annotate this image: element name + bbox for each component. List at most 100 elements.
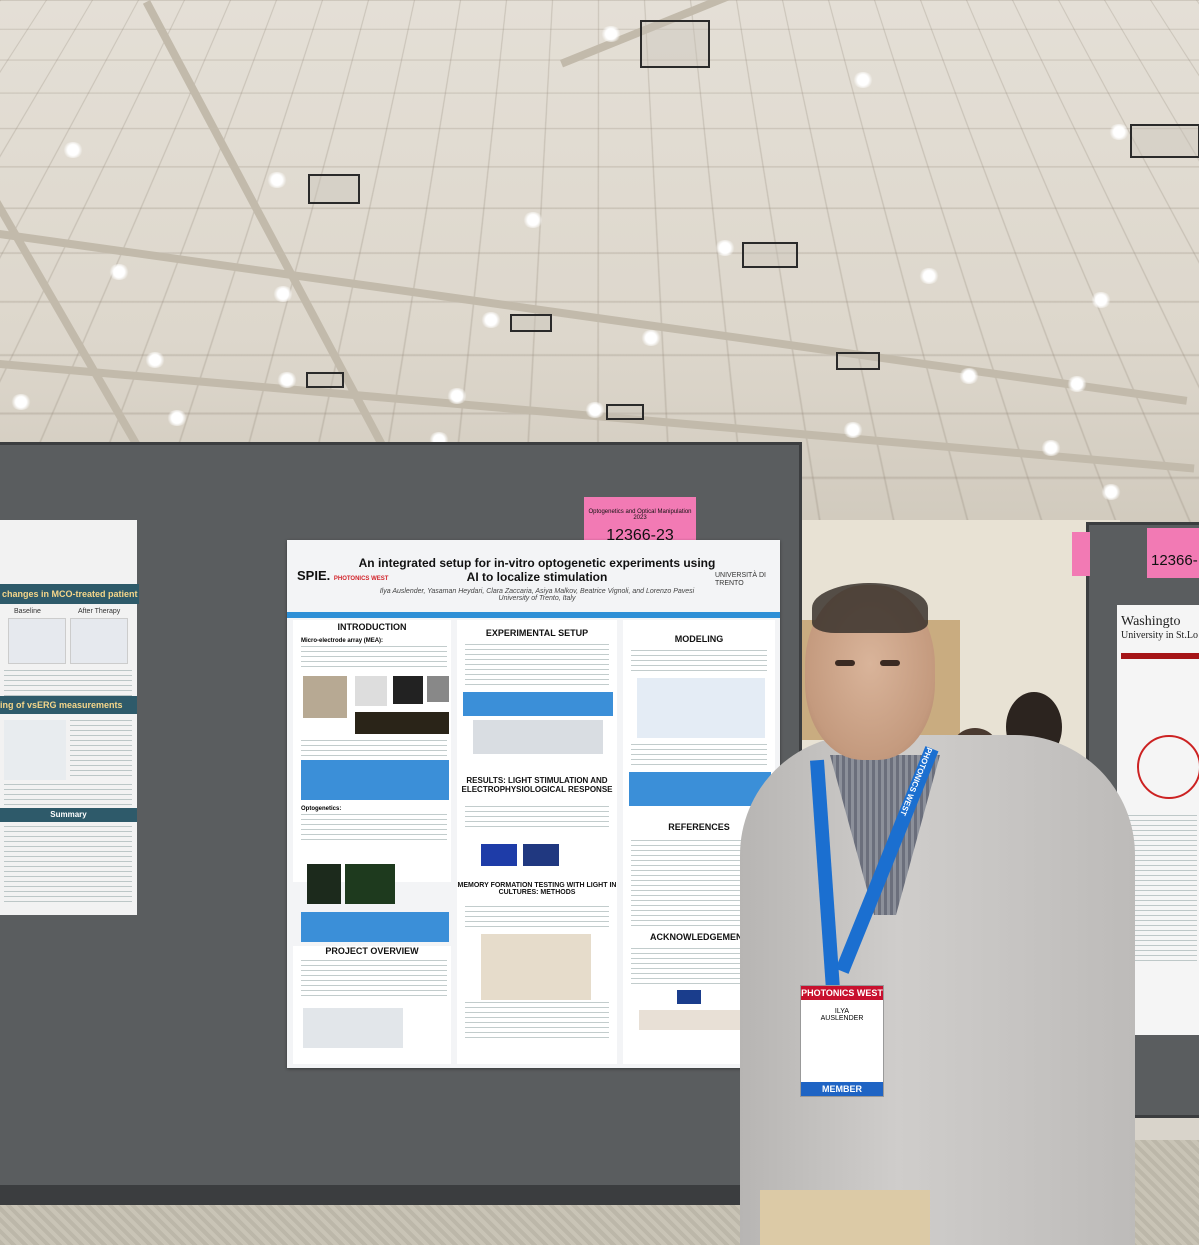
section-heading: MEMORY FORMATION TESTING WITH LIGHT IN C… (457, 882, 617, 896)
left-poster-label: After Therapy (78, 608, 120, 615)
ceiling-vent (640, 20, 710, 68)
text-block (631, 744, 767, 766)
figure (355, 712, 449, 734)
poster-title: An integrated setup for in-vitro optogen… (357, 556, 717, 584)
highlight-box (463, 692, 613, 716)
ceiling-light (166, 410, 188, 426)
right-poster-bar (1121, 653, 1199, 659)
section-heading: INTRODUCTION (293, 622, 451, 632)
section-heading: EXPERIMENTAL SETUP (457, 628, 617, 638)
man-trousers (760, 1190, 930, 1245)
ceiling-light (1090, 292, 1112, 308)
figure (345, 864, 395, 904)
figure (303, 676, 347, 718)
poster-number-tag: 12366- (1147, 528, 1199, 578)
right-poster-subtitle: University in St.Lo (1121, 629, 1199, 643)
left-poster-text (4, 826, 132, 906)
ceiling-light (144, 352, 166, 368)
figure (303, 1008, 403, 1048)
left-poster-summary: Summary (0, 808, 137, 822)
ceiling-vent (306, 372, 344, 388)
ceiling-light (1108, 124, 1130, 140)
man-eye (835, 660, 855, 666)
figure (481, 844, 517, 866)
board-base (0, 1185, 800, 1205)
left-poster: changes in MCO-treated patient Baseline … (0, 520, 137, 915)
university-logo: UNIVERSITÀ DI TRENTO (715, 572, 780, 588)
left-poster-figure (4, 720, 66, 780)
eu-flag (677, 990, 701, 1004)
ceiling-vent (1130, 124, 1199, 158)
ceiling-light (522, 212, 544, 228)
left-poster-heading: changes in MCO-treated patient (0, 584, 139, 604)
figure (523, 844, 559, 866)
text-block (465, 644, 609, 688)
tag-conference: Optogenetics and Optical Manipulation 20… (584, 509, 696, 521)
ceiling-light (1040, 440, 1062, 456)
ceiling-vent (742, 242, 798, 268)
ceiling-light (640, 330, 662, 346)
right-poster-figure (1137, 735, 1199, 799)
text-block (301, 646, 447, 670)
highlight-box (301, 760, 449, 800)
ceiling-light (600, 26, 622, 42)
figure (393, 676, 423, 704)
highlight-box (301, 912, 449, 942)
ceiling-light (918, 268, 940, 284)
ceiling-light (584, 402, 606, 418)
ceiling-light (852, 72, 874, 88)
ceiling-light (272, 286, 294, 302)
pink-tag (1072, 532, 1090, 576)
ceiling-vent (510, 314, 552, 332)
name-badge: PHOTONICS WEST ILYA AUSLENDER MEMBER (800, 985, 884, 1097)
ceiling-light (266, 172, 288, 188)
text-block (465, 906, 609, 930)
subheading: Micro-electrode array (MEA): (301, 638, 383, 644)
figure (355, 676, 387, 706)
ceiling-vent (606, 404, 644, 420)
ceiling-light (480, 312, 502, 328)
text-block (301, 960, 447, 1000)
ceiling-light (62, 142, 84, 158)
man-eye (880, 660, 900, 666)
text-block (465, 806, 609, 830)
figure (481, 934, 591, 1000)
figure (473, 720, 603, 754)
left-poster-heading: ing of vsERG measurements (0, 696, 137, 714)
left-poster-figure (70, 618, 128, 664)
left-poster-figure (8, 618, 66, 664)
badge-last-name: AUSLENDER (801, 1015, 883, 1022)
section-heading: MODELING (623, 634, 775, 644)
research-poster: SPIE. PHOTONICS WEST An integrated setup… (287, 540, 780, 1068)
badge-event: PHOTONICS WEST (801, 986, 883, 1000)
badge-first-name: ILYA (801, 1008, 883, 1015)
poster-authors: Ilya Auslender, Yasaman Heydari, Clara Z… (367, 588, 707, 602)
ceiling-light (10, 394, 32, 410)
text-block (465, 1002, 609, 1042)
badge-member: MEMBER (801, 1082, 883, 1096)
section-heading: RESULTS: LIGHT STIMULATION AND ELECTROPH… (457, 776, 617, 794)
figure (307, 864, 341, 904)
tag-number: 12366- (1147, 552, 1199, 569)
ceiling-light (1100, 484, 1122, 500)
text-block (301, 740, 447, 756)
ceiling-light (108, 264, 130, 280)
text-block (631, 650, 767, 672)
ceiling-vent (308, 174, 360, 204)
left-poster-text (70, 720, 132, 780)
ceiling-light (842, 422, 864, 438)
ceiling-light (714, 240, 736, 256)
ceiling-light (276, 372, 298, 388)
ceiling-light (1066, 376, 1088, 392)
right-poster-title: Washingto (1121, 615, 1199, 629)
figure (427, 676, 449, 702)
ceiling-light (958, 368, 980, 384)
ceiling-light (446, 388, 468, 404)
ceiling-vent (836, 352, 880, 370)
highlight-box (629, 772, 771, 806)
subheading: Optogenetics: (301, 806, 341, 812)
text-block (301, 814, 447, 840)
figure (637, 678, 765, 738)
section-heading: PROJECT OVERVIEW (293, 946, 451, 956)
left-poster-label: Baseline (14, 608, 41, 615)
